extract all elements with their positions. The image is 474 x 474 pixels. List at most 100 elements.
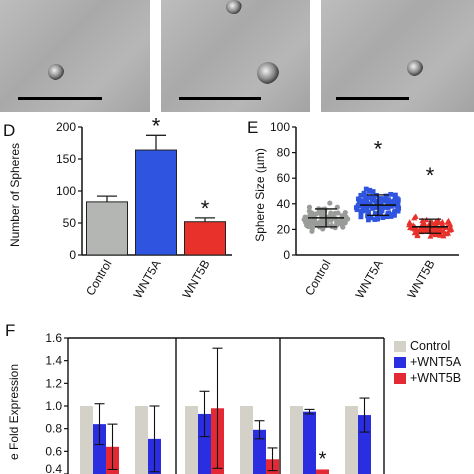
data-point [395, 197, 401, 203]
data-point [355, 203, 361, 209]
y-tick-label: 100 [270, 120, 290, 134]
data-point [360, 208, 366, 214]
data-point [340, 224, 346, 230]
y-tick-label: 0.6 [45, 444, 62, 458]
bar [253, 429, 266, 474]
data-point [304, 222, 310, 229]
significance-star: * [374, 136, 383, 161]
data-point [356, 197, 362, 203]
y-tick-label: 50 [63, 216, 77, 230]
y-axis-label: e Fold Expression [7, 364, 21, 460]
legend-label: +WNT5A [410, 355, 462, 369]
data-point [309, 225, 315, 232]
data-point [308, 220, 314, 226]
micrograph-wnt5a [161, 0, 310, 112]
data-point [412, 228, 419, 234]
y-tick-label: 40 [277, 197, 291, 211]
sphere-image [257, 62, 279, 84]
data-point [370, 189, 376, 194]
data-point [364, 198, 370, 204]
y-tick-label: 1.2 [45, 376, 62, 390]
micrograph-wnt5b [321, 0, 474, 112]
y-tick-label: 80 [277, 146, 291, 160]
data-point [406, 219, 413, 225]
data-point [393, 208, 398, 214]
data-point [379, 208, 385, 214]
y-tick-label: 0.4 [45, 462, 62, 474]
data-point [368, 215, 374, 221]
y-tick-label: 60 [277, 171, 291, 185]
data-point [387, 212, 393, 218]
bar [358, 415, 371, 474]
data-point [396, 205, 402, 211]
bar [93, 424, 106, 474]
bar [135, 406, 148, 474]
data-point [364, 207, 370, 213]
y-tick-label: 1.0 [45, 399, 62, 413]
bar [198, 413, 211, 474]
data-point [372, 217, 378, 222]
data-point [374, 214, 380, 220]
bar [80, 406, 93, 474]
panel-letter-e: E [247, 118, 258, 137]
data-point [366, 217, 371, 223]
y-tick-label: 150 [56, 152, 76, 166]
y-tick-label: 0.8 [45, 422, 62, 436]
data-point [360, 198, 365, 204]
legend-swatch [394, 341, 406, 352]
legend-label: +WNT5B [410, 371, 461, 385]
bar [303, 411, 316, 474]
data-point [354, 207, 360, 213]
data-point [440, 228, 447, 234]
data-point [411, 214, 418, 221]
legend-swatch [394, 373, 406, 384]
data-point [363, 186, 369, 192]
micrograph-control [0, 0, 150, 112]
data-point [327, 200, 333, 206]
data-point [358, 192, 364, 198]
data-point [433, 221, 440, 227]
legend-swatch [394, 357, 406, 368]
data-point [363, 193, 368, 199]
data-point [412, 225, 419, 232]
bar [135, 149, 177, 256]
data-point [379, 204, 384, 210]
data-point [335, 210, 341, 216]
data-point [367, 187, 373, 193]
data-point [427, 233, 434, 239]
y-axis-label: Sphere Size (µm) [253, 148, 267, 242]
panel-letter-f: F [5, 321, 15, 340]
bar [185, 406, 198, 474]
data-point [386, 199, 392, 205]
sphere-image [407, 60, 423, 76]
data-point [343, 214, 349, 220]
sphere-image [226, 0, 242, 14]
y-tick-label: 200 [56, 120, 76, 134]
data-point [372, 211, 378, 216]
data-point [358, 214, 364, 220]
data-point [321, 218, 327, 224]
data-point [390, 212, 395, 217]
panel-letter-d: D [3, 121, 15, 140]
scale-bar [18, 97, 102, 100]
data-point [366, 195, 371, 200]
y-tick-label: 0 [69, 248, 76, 262]
data-point [370, 206, 375, 211]
bar [290, 406, 303, 474]
bar [345, 406, 358, 474]
data-point [366, 211, 371, 216]
y-axis-label: Number of Spheres [8, 143, 22, 247]
data-point [374, 201, 380, 207]
data-point [395, 208, 401, 214]
data-point [385, 205, 391, 210]
data-point [420, 226, 427, 232]
data-point [370, 195, 375, 201]
data-point [378, 196, 383, 202]
data-point [342, 220, 348, 226]
significance-star: * [201, 196, 210, 221]
data-point [439, 218, 446, 225]
data-point [315, 220, 322, 226]
data-point [446, 220, 453, 226]
data-point [445, 230, 452, 236]
